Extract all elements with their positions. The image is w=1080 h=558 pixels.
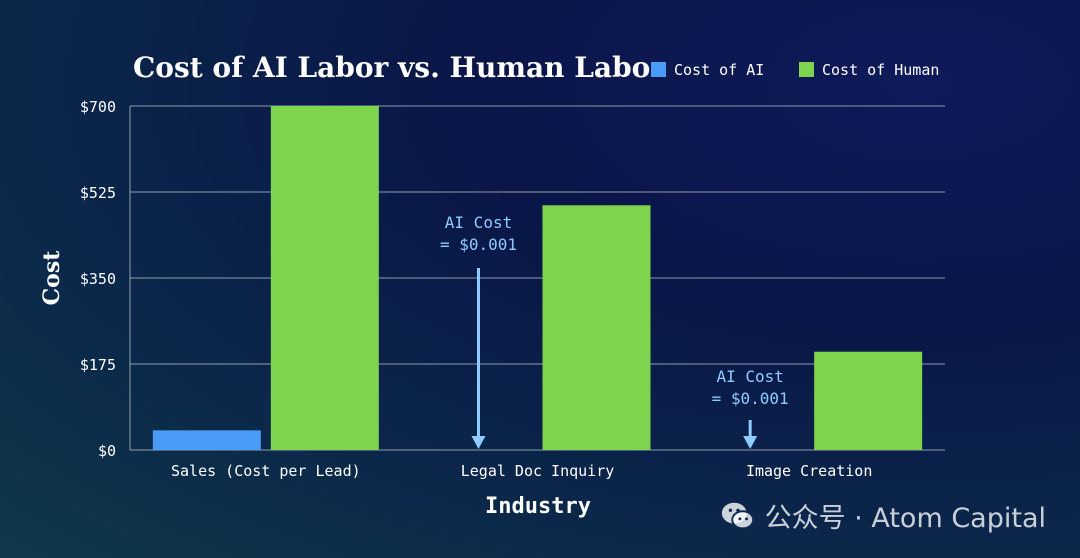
x-axis-label: Industry xyxy=(485,494,591,519)
annotation-label: AI Cost xyxy=(445,213,512,232)
y-tick-label: $525 xyxy=(80,184,116,202)
legend-swatch-human xyxy=(799,62,814,77)
chart-title: Cost of AI Labor vs. Human Labor xyxy=(133,51,666,84)
y-tick-label: $175 xyxy=(80,356,116,374)
legend-swatch-ai xyxy=(651,62,666,77)
x-tick-label: Sales (Cost per Lead) xyxy=(171,462,361,480)
bars xyxy=(152,106,923,450)
watermark-text: 公众号 · Atom Capital xyxy=(764,503,1046,534)
bar-human xyxy=(814,351,923,450)
y-tick-label: $350 xyxy=(80,270,116,288)
annotation-label: AI Cost xyxy=(716,367,783,386)
watermark: 公众号 · Atom Capital xyxy=(719,496,1046,535)
y-axis-ticks: $0 $175 $350 $525 $700 xyxy=(80,98,116,460)
x-tick-label: Image Creation xyxy=(746,462,872,480)
gridlines xyxy=(129,105,945,451)
x-axis-ticks: Sales (Cost per Lead) Legal Doc Inquiry Im… xyxy=(171,462,872,480)
bar-human xyxy=(270,106,379,450)
wechat-icon xyxy=(721,502,754,529)
legend-label-ai: Cost of AI xyxy=(674,61,764,79)
y-tick-label: $0 xyxy=(98,442,116,460)
y-axis-label: Cost xyxy=(39,250,65,306)
legend: Cost of AI Cost of Human xyxy=(651,61,939,79)
annotation-value: = $0.001 xyxy=(712,389,789,408)
legend-label-human: Cost of Human xyxy=(822,61,939,79)
annotation-arrowhead xyxy=(743,436,758,449)
bar-human xyxy=(542,205,651,450)
annotations: AI Cost = $0.001 AI Cost = $0.001 xyxy=(440,213,789,449)
bar-ai xyxy=(152,430,261,450)
annotation-value: = $0.001 xyxy=(440,235,517,254)
y-tick-label: $700 xyxy=(80,98,116,116)
annotation-arrowhead xyxy=(471,436,486,449)
x-tick-label: Legal Doc Inquiry xyxy=(461,462,615,480)
